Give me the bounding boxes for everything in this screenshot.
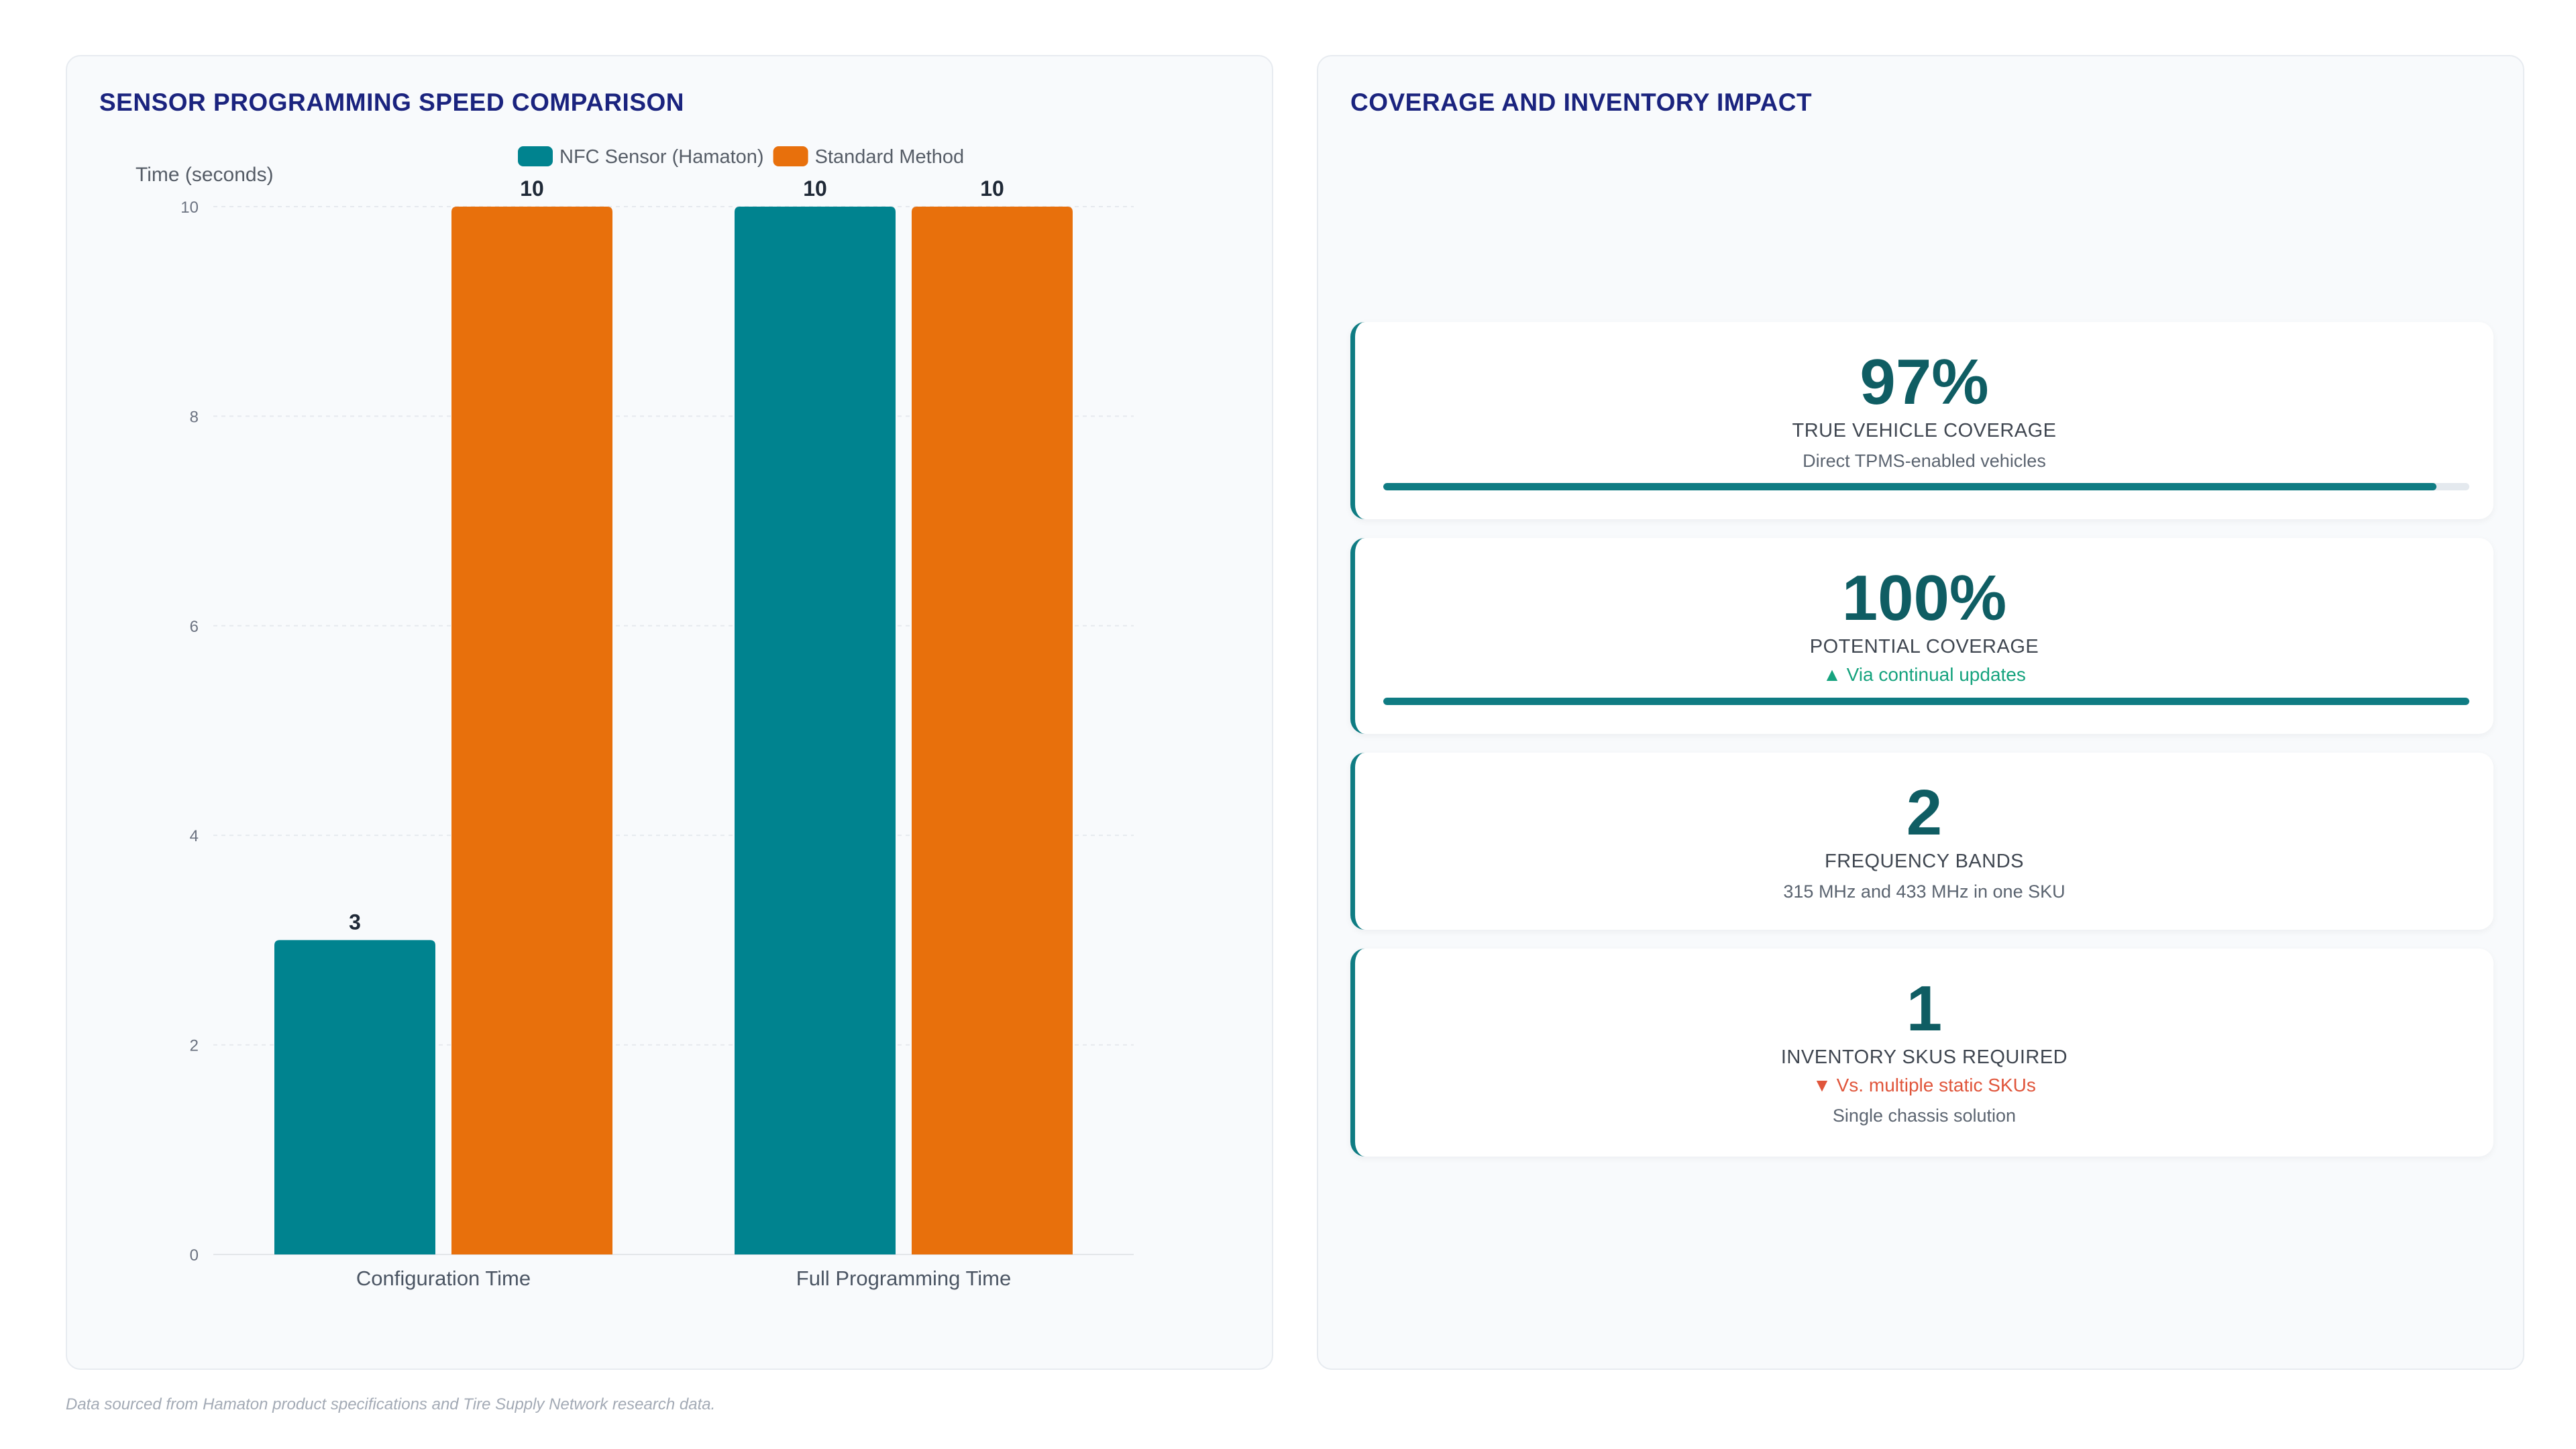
stat-card-frequency-bands: 2 FREQUENCY BANDS 315 MHz and 433 MHz in… — [1350, 753, 2493, 930]
stat-note: 315 MHz and 433 MHz in one SKU — [1783, 881, 2065, 902]
trend-up-indicator: ▲ Via continual updates — [1823, 664, 2026, 685]
bar-standard — [912, 207, 1073, 1254]
y-tick-label: 4 — [190, 827, 199, 845]
speed-comparison-panel: SENSOR PROGRAMMING SPEED COMPARISON NFC … — [66, 55, 1273, 1370]
y-tick-label: 8 — [190, 408, 199, 426]
legend-swatch-nfc — [518, 146, 553, 166]
stat-label: FREQUENCY BANDS — [1824, 851, 2025, 872]
y-tick-label: 6 — [190, 618, 199, 636]
stat-card-potential-coverage: 100% POTENTIAL COVERAGE ▲ Via continual … — [1350, 538, 2493, 734]
stat-value: 1 — [1906, 973, 1943, 1044]
coverage-progress-bar — [1383, 483, 2469, 490]
x-tick-label: Configuration Time — [356, 1267, 531, 1290]
coverage-inventory-panel: COVERAGE AND INVENTORY IMPACT 97% TRUE V… — [1317, 55, 2524, 1370]
trend-down-indicator: ▼ Vs. multiple static SKUs — [1813, 1075, 2036, 1095]
stat-value: 2 — [1906, 777, 1943, 849]
stat-note: Single chassis solution — [1832, 1106, 2017, 1126]
bar-nfc — [735, 207, 896, 1254]
stat-card-inventory-skus: 1 INVENTORY SKUS REQUIRED ▼ Vs. multiple… — [1350, 949, 2493, 1157]
bar-value-label: 10 — [980, 176, 1004, 201]
x-axis-ticks: Configuration Time Full Programming Time — [356, 1267, 1011, 1290]
progress-fill — [1383, 698, 2469, 705]
bar-value-label: 10 — [803, 176, 827, 201]
bar-value-label: 3 — [349, 910, 361, 934]
y-tick-label: 10 — [180, 199, 199, 217]
bar-nfc — [274, 940, 435, 1254]
bar-standard — [451, 207, 612, 1254]
stat-label: TRUE VEHICLE COVERAGE — [1792, 420, 2057, 441]
legend-label: Standard Method — [815, 146, 964, 168]
potential-progress-bar — [1383, 698, 2469, 705]
stat-label: POTENTIAL COVERAGE — [1809, 636, 2039, 657]
stats-panel-title: COVERAGE AND INVENTORY IMPACT — [1350, 89, 1813, 116]
speed-comparison-chart: NFC Sensor (Hamaton) Standard Method Time… — [136, 146, 1134, 1290]
y-tick-label: 0 — [190, 1246, 199, 1265]
stat-card-true-coverage: 97% TRUE VEHICLE COVERAGE Direct TPMS-en… — [1350, 322, 2493, 519]
chart-bars: 3 10 10 10 — [274, 176, 1073, 1254]
footer-source-note: Data sourced from Hamaton product specif… — [66, 1395, 716, 1413]
legend-label: NFC Sensor (Hamaton) — [559, 146, 764, 168]
x-tick-label: Full Programming Time — [796, 1267, 1011, 1290]
chart-legend: NFC Sensor (Hamaton) Standard Method — [518, 146, 964, 168]
y-axis-label: Time (seconds) — [136, 164, 274, 186]
chart-panel-title: SENSOR PROGRAMMING SPEED COMPARISON — [99, 89, 685, 116]
stat-value: 100% — [1841, 562, 2007, 634]
progress-fill — [1383, 483, 2437, 490]
y-axis-ticks: 0 2 4 6 8 10 — [180, 199, 199, 1265]
bar-value-label: 10 — [520, 176, 544, 201]
y-tick-label: 2 — [190, 1037, 199, 1055]
stat-note: Direct TPMS-enabled vehicles — [1803, 451, 2046, 471]
legend-swatch-standard — [773, 146, 808, 166]
stat-value: 97% — [1860, 346, 1989, 418]
stat-label: INVENTORY SKUS REQUIRED — [1780, 1046, 2068, 1068]
